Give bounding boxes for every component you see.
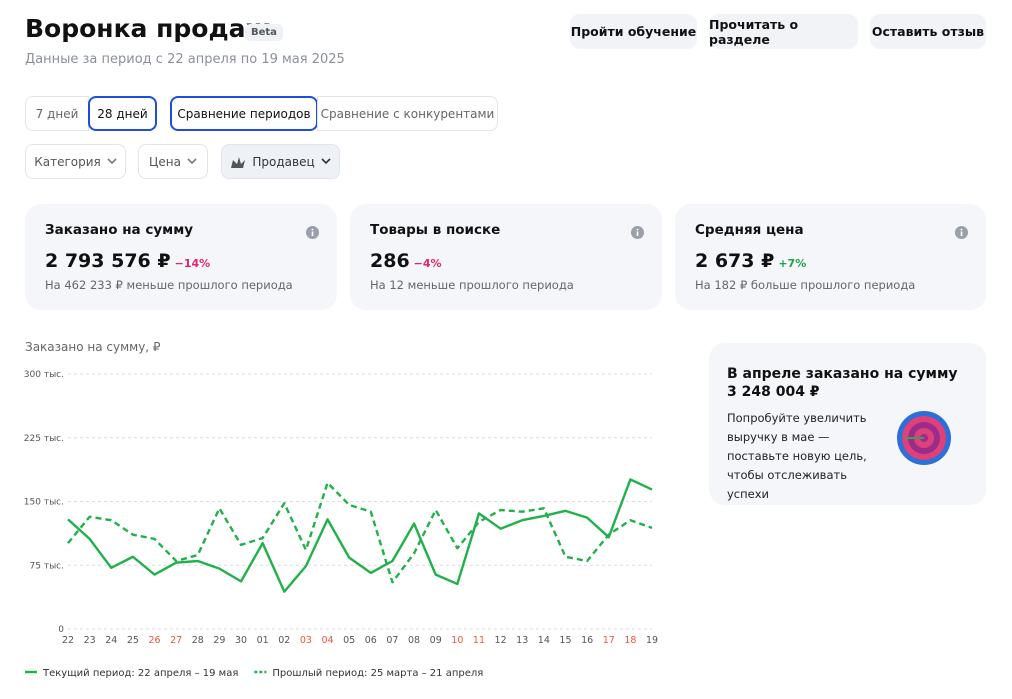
legend-label: Текущий период: 22 апреля – 19 мая	[42, 668, 238, 679]
card-title: Средняя цена	[695, 222, 804, 238]
filter-label: Продавец	[252, 154, 315, 169]
x-tick-label: 12	[495, 635, 507, 646]
metric-card: Заказано на сумму 2 793 576 ₽ −14% На 462…	[25, 204, 337, 310]
card-note: На 12 меньше прошлого периода	[370, 278, 574, 292]
filter-label: Цена	[149, 154, 181, 169]
x-tick-label: 08	[408, 635, 420, 646]
page-title: Воронка продаж	[25, 14, 271, 43]
x-tick-label: 11	[473, 635, 485, 646]
goal-text: Попробуйте увеличить выручку в мае — пос…	[727, 411, 867, 501]
x-tick-label: 30	[235, 635, 247, 646]
x-tick-label: 13	[516, 635, 528, 646]
card-change: −14%	[174, 257, 211, 270]
x-tick-label: 14	[538, 635, 550, 646]
info-icon[interactable]	[631, 226, 644, 239]
card-value: 2 793 576 ₽	[45, 250, 171, 272]
chart-title: Заказано на сумму, ₽	[25, 340, 161, 354]
x-tick-label: 19	[646, 635, 658, 646]
x-tick-label: 01	[257, 635, 269, 646]
filter[interactable]: Категория	[25, 144, 126, 179]
metric-card: Средняя цена 2 673 ₽ +7% На 182 ₽ больше …	[675, 204, 986, 310]
card-title: Товары в поиске	[370, 222, 501, 238]
period-tab[interactable]: 28 дней	[88, 96, 157, 131]
x-tick-label: 23	[84, 635, 96, 646]
x-tick-label: 02	[278, 635, 290, 646]
goal-title: В апреле заказано на сумму	[727, 366, 958, 382]
x-tick-label: 15	[559, 635, 571, 646]
card-change: −4%	[413, 257, 442, 270]
x-tick-label: 18	[624, 635, 636, 646]
y-tick-label: 75 тыс.	[30, 561, 64, 571]
metric-card: Товары в поиске 286 −4% На 12 меньше прош…	[350, 204, 662, 310]
x-tick-label: 27	[170, 635, 182, 646]
mode-tab[interactable]: Сравнение периодов	[170, 96, 318, 131]
y-tick-label: 150 тыс.	[24, 498, 64, 508]
card-title: Заказано на сумму	[45, 222, 194, 238]
period-tab[interactable]: 7 дней	[25, 96, 89, 131]
seller-icon	[231, 156, 246, 168]
x-tick-label: 26	[148, 635, 160, 646]
y-tick-label: 300 тыс.	[24, 370, 64, 380]
line	[67, 478, 653, 593]
goal-card: В апреле заказано на сумму 3 248 004 ₽ П…	[709, 343, 986, 505]
goal-amount: 3 248 004 ₽	[727, 384, 820, 400]
x-tick-label: 28	[192, 635, 204, 646]
x-tick-label: 17	[603, 635, 615, 646]
card-value: 2 673 ₽	[695, 250, 775, 272]
filter[interactable]: Продавец	[221, 144, 340, 179]
card-note: На 462 233 ₽ меньше прошлого периода	[45, 278, 293, 292]
subtitle: Данные за период с 22 апреля по 19 мая 2…	[25, 52, 345, 67]
legend-label: Прошлый период: 25 марта – 21 апреля	[272, 668, 483, 679]
button[interactable]: Пройти обучение	[570, 14, 697, 49]
y-tick-label: 225 тыс.	[24, 434, 64, 444]
badge: Beta	[245, 24, 283, 41]
button[interactable]: Оставить отзыв	[870, 14, 986, 49]
x-tick-label: 10	[451, 635, 463, 646]
info-icon[interactable]	[955, 226, 968, 239]
card-note: На 182 ₽ больше прошлого периода	[695, 278, 916, 292]
info-icon[interactable]	[306, 226, 319, 239]
chevron	[107, 158, 117, 165]
filter-label: Категория	[34, 154, 101, 169]
mode-tab[interactable]: Сравнение с конкурентами	[317, 96, 498, 131]
chevron	[321, 158, 331, 165]
x-tick-label: 07	[386, 635, 398, 646]
y-tick-label: 0	[58, 625, 64, 635]
x-tick-label: 03	[300, 635, 312, 646]
x-tick-label: 05	[343, 635, 355, 646]
x-tick-label: 04	[322, 635, 334, 646]
filter[interactable]: Цена	[138, 144, 208, 179]
chevron	[187, 158, 197, 165]
x-tick-label: 25	[127, 635, 139, 646]
button[interactable]: Прочитать о разделе	[709, 14, 858, 49]
x-tick-label: 24	[105, 635, 117, 646]
line	[67, 481, 653, 584]
x-tick-label: 22	[62, 635, 74, 646]
card-change: +7%	[778, 257, 807, 270]
card-value: 286	[370, 250, 410, 272]
x-tick-label: 16	[581, 635, 593, 646]
x-tick-label: 29	[213, 635, 225, 646]
target-icon	[897, 411, 951, 465]
chart: Заказано на сумму, ₽ 0 75 тыс. 150 тыс. 225…	[24, 340, 658, 679]
x-tick-label: 09	[430, 635, 442, 646]
x-tick-label: 06	[365, 635, 377, 646]
